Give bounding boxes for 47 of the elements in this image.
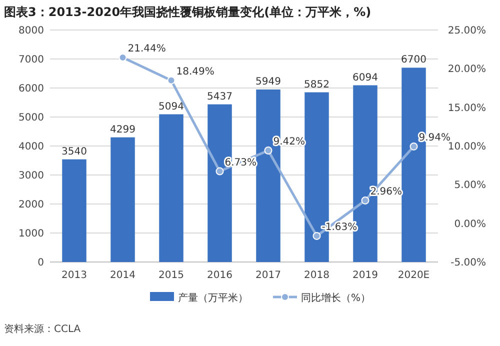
data-label: 5094	[158, 101, 184, 112]
data-label: 18.49%	[176, 66, 214, 78]
x-tick-label: 2019	[352, 270, 378, 281]
point	[216, 167, 224, 176]
y2-tick-label: 15.00%	[448, 102, 486, 114]
y-tick-label: 6000	[18, 84, 44, 94]
y2-tick-label: 0.00%	[454, 218, 486, 230]
y2-tick-label: 25.00%	[448, 26, 486, 36]
data-label: 4299	[110, 124, 136, 136]
point	[312, 232, 321, 240]
y2-tick-label: 10.00%	[448, 142, 486, 152]
bar	[62, 159, 86, 262]
data-label: 6700	[401, 54, 426, 66]
y-tick-label: 4000	[18, 142, 44, 152]
y-tick-label: 1000	[18, 228, 44, 240]
x-tick-label: 2018	[304, 270, 330, 281]
x-tick-label: 2013	[62, 270, 87, 281]
x-tick-label: 2020E	[398, 270, 430, 281]
data-label: 5949	[256, 76, 281, 88]
y-tick-label: 8000	[18, 26, 44, 36]
x-tick-label: 2017	[256, 270, 281, 281]
data-label: 3540	[62, 146, 87, 158]
text: 资料来源：CCLA	[4, 323, 81, 335]
x-tick-label: 2015	[158, 270, 184, 281]
y-tick-label: 7000	[18, 54, 44, 66]
legend-label: 产量（万平米）	[178, 292, 248, 304]
x-tick-label: 2014	[110, 270, 136, 281]
data-label: 5852	[304, 79, 330, 90]
y2-tick-label: 5.00%	[454, 180, 486, 192]
data-label: 6094	[352, 72, 378, 84]
bar	[159, 114, 184, 262]
point	[410, 142, 418, 150]
y2-tick-label: -5.00%	[450, 258, 486, 268]
y-tick-label: 3000	[18, 170, 44, 182]
data-label: 5437	[207, 91, 232, 102]
point	[361, 196, 370, 204]
y-tick-label: 5000	[18, 112, 44, 124]
point	[167, 76, 176, 84]
y-tick-label: 0	[38, 258, 44, 268]
y2-tick-label: 20.00%	[448, 64, 486, 76]
bar	[110, 137, 135, 262]
x-tick-label: 2016	[207, 270, 232, 281]
data-label: 21.44%	[128, 44, 166, 55]
y-tick-label: 2000	[18, 200, 44, 210]
legend-label: 同比增长（%）	[301, 292, 371, 304]
point	[264, 146, 272, 154]
chart-title: 图表3：2013-2020年我国挠性覆铜板销量变化(单位：万平米，%)	[4, 5, 372, 19]
